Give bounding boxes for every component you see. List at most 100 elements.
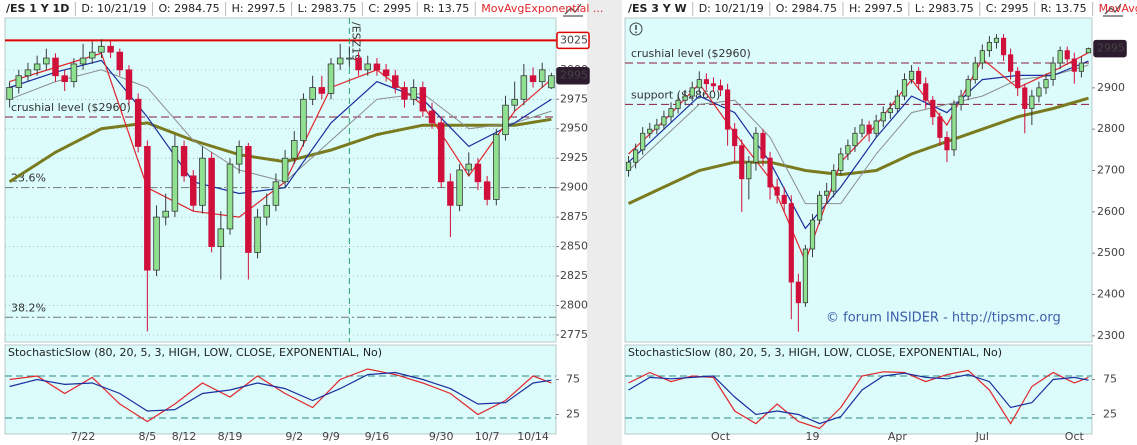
candle-body xyxy=(682,95,688,101)
y-tick-label: 2850 xyxy=(560,240,588,253)
candle-body xyxy=(272,181,280,206)
x-tick-label: 9/9 xyxy=(322,430,340,443)
candle-body xyxy=(880,112,886,122)
candle-body xyxy=(1036,87,1042,97)
header-item: O: 2984.75 xyxy=(158,2,219,15)
plot-area xyxy=(4,17,557,343)
candle-body xyxy=(802,248,809,304)
candle-body xyxy=(1057,50,1063,64)
candle-body xyxy=(894,95,901,109)
header-item: D: 10/21/19 xyxy=(699,2,764,15)
candle-body xyxy=(474,163,482,183)
x-tick-label: 10/7 xyxy=(475,430,500,443)
candle-body xyxy=(33,63,41,71)
watermark: © forum INSIDER - http://tipsmc.org xyxy=(826,311,1061,326)
candle-body xyxy=(901,79,908,97)
candle-body xyxy=(1008,54,1014,72)
stochastic-line xyxy=(9,371,552,412)
candle-body xyxy=(428,110,436,124)
candle-body xyxy=(809,219,816,250)
header-item: MovAvgE... xyxy=(1099,2,1137,15)
candle-body xyxy=(908,70,915,80)
header-item: L: 2983.75 xyxy=(298,2,357,15)
y-tick-label: 2500 xyxy=(1097,246,1125,259)
candle-body xyxy=(1078,62,1084,72)
candle-body xyxy=(795,281,801,304)
candle-body xyxy=(1000,37,1007,56)
candle-body xyxy=(456,169,463,206)
y-tick-label: 2775 xyxy=(560,328,588,341)
candle-body xyxy=(401,87,408,100)
candle-body xyxy=(838,153,844,171)
candle-body xyxy=(753,132,759,163)
x-tick-label: Oct xyxy=(1065,430,1085,443)
candle-body xyxy=(336,57,344,65)
candle-body xyxy=(419,87,427,112)
candle-body xyxy=(767,157,773,188)
candle-body xyxy=(52,57,59,77)
header-item: C: 2995 xyxy=(986,2,1029,15)
candle-body xyxy=(88,51,96,59)
candle-body xyxy=(739,145,745,180)
candle-body xyxy=(355,57,362,71)
candle-body xyxy=(887,108,893,114)
candle-body xyxy=(951,103,957,151)
level-label: crushial level ($2960) xyxy=(11,101,131,114)
candle-body xyxy=(318,87,326,94)
chart-icon[interactable] xyxy=(1103,3,1123,17)
header-item: MovAvgExponential ... xyxy=(481,2,603,15)
chart-icon[interactable] xyxy=(563,3,583,17)
candle-body xyxy=(774,186,780,196)
candle-body xyxy=(373,63,381,71)
expiration-label: /ESZ19 xyxy=(349,22,362,61)
y-tick-label: 2975 xyxy=(560,92,588,105)
y-tick-label: 2800 xyxy=(1097,122,1125,135)
candle-body xyxy=(732,128,738,147)
candle-body xyxy=(153,216,160,271)
candle-body xyxy=(493,134,500,200)
candle-body xyxy=(873,120,879,134)
x-tick-label: Jul xyxy=(975,430,989,443)
candle-body xyxy=(437,122,445,183)
candle-body xyxy=(958,95,964,105)
candle-body xyxy=(661,116,667,126)
candle-body xyxy=(538,69,546,83)
alert-icon[interactable] xyxy=(629,22,643,36)
y-tick-label: 2950 xyxy=(560,122,588,135)
candle-body xyxy=(746,161,752,180)
price-marker xyxy=(556,66,590,85)
study-area xyxy=(624,344,1093,435)
y-tick-label: 2600 xyxy=(1097,205,1125,218)
candle-body xyxy=(281,157,289,183)
header-item: R: 13.75 xyxy=(423,2,469,15)
moving-average xyxy=(628,52,1089,264)
candle-body xyxy=(689,87,695,97)
x-tick-label: 8/19 xyxy=(218,430,243,443)
candle-body xyxy=(483,181,491,200)
level-label: 38.2% xyxy=(11,301,46,314)
level-label: crushial level ($2960) xyxy=(631,47,751,60)
candle-body xyxy=(245,146,252,253)
y-tick-label: 2825 xyxy=(560,269,588,282)
candle-body xyxy=(696,79,702,89)
header-item: /ES 1 Y 1D xyxy=(6,2,69,15)
x-tick-label: Oct xyxy=(711,430,731,443)
study-title: StochasticSlow (80, 20, 5, 3, HIGH, LOW,… xyxy=(8,346,382,359)
y-tick-label: 2900 xyxy=(1097,81,1125,94)
candle-body xyxy=(1071,58,1077,72)
candle-body xyxy=(831,170,837,192)
candle-body xyxy=(190,175,197,206)
candle-body xyxy=(180,146,188,177)
x-tick-label: 9/30 xyxy=(429,430,454,443)
candle-body xyxy=(859,124,865,134)
price-marker xyxy=(1093,39,1127,58)
header-item: D: 10/21/19 xyxy=(81,2,146,15)
candle-body xyxy=(116,51,124,71)
y-tick-label: 2700 xyxy=(1097,163,1125,176)
candle-body xyxy=(346,57,353,60)
candle-body xyxy=(625,161,632,171)
x-tick-label: 7/22 xyxy=(71,430,96,443)
candle-body xyxy=(654,124,660,130)
x-tick-label: 8/12 xyxy=(172,430,197,443)
study-title: StochasticSlow (80, 20, 5, 3, HIGH, LOW,… xyxy=(628,346,1002,359)
